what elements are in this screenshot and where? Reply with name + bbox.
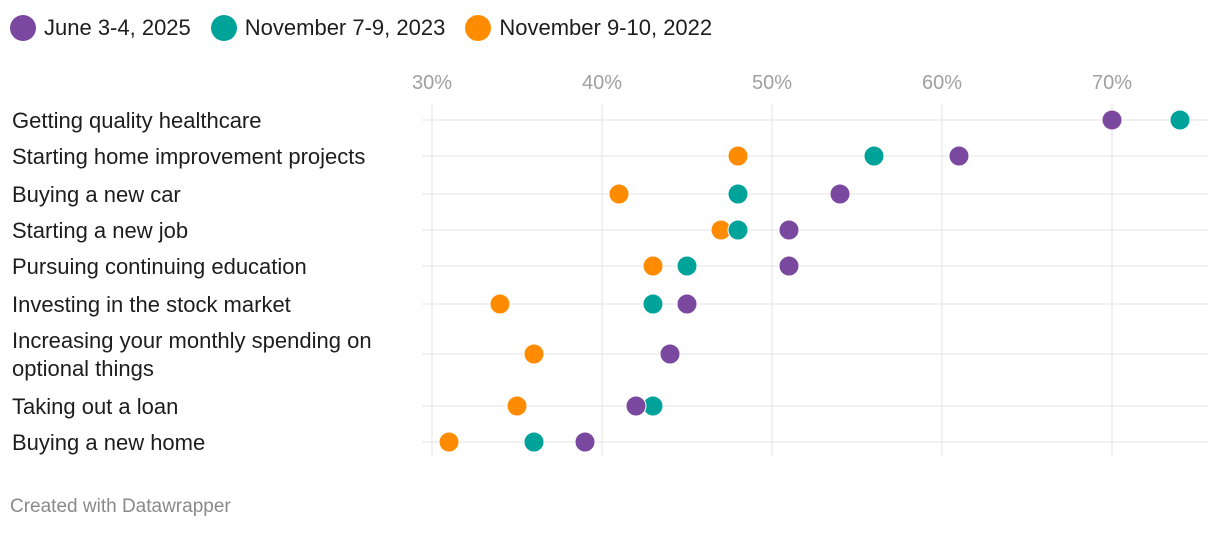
legend-item: November 7-9, 2023 (210, 15, 446, 41)
data-point (829, 183, 851, 205)
category-label: Pursuing continuing education (12, 254, 307, 279)
x-tick-label: 30% (412, 72, 452, 94)
category-label: Starting home improvement projects (12, 144, 365, 169)
data-point (642, 255, 664, 277)
data-point (727, 183, 749, 205)
legend-label: November 7-9, 2023 (244, 15, 446, 40)
category-label: Investing in the stock market (12, 292, 291, 317)
chart-legend: June 3-4, 2025 November 7-9, 2023 November… (10, 12, 732, 44)
category-label: Getting quality healthcare (12, 108, 262, 133)
x-tick-label: 60% (922, 72, 962, 94)
category-label: Taking out a loan (12, 394, 178, 419)
category-label: Buying a new home (12, 430, 205, 455)
category-label: Increasing your monthly spending on optio… (12, 328, 372, 381)
data-point (948, 145, 970, 167)
legend-swatch (10, 15, 36, 41)
data-point (438, 431, 460, 453)
legend-label: November 9-10, 2022 (499, 15, 713, 40)
data-point (523, 431, 545, 453)
data-point (608, 183, 630, 205)
data-point (727, 219, 749, 241)
legend-item: November 9-10, 2022 (465, 15, 712, 41)
data-point (642, 293, 664, 315)
data-point (659, 343, 681, 365)
legend-swatch (210, 15, 237, 41)
data-point (676, 255, 698, 277)
data-point (1101, 109, 1123, 131)
data-point (574, 431, 596, 453)
legend-item: June 3-4, 2025 (10, 15, 191, 41)
data-point (863, 145, 885, 167)
x-tick-label: 40% (582, 72, 622, 94)
footer-credit: Created with Datawrapper (10, 496, 231, 517)
data-point (676, 293, 698, 315)
data-point (778, 255, 800, 277)
data-point (727, 145, 749, 167)
category-label: Buying a new car (12, 182, 181, 207)
legend-label: June 3-4, 2025 (44, 15, 191, 40)
x-tick-label: 70% (1092, 72, 1132, 94)
data-point (506, 395, 528, 417)
data-point (489, 293, 511, 315)
data-point (778, 219, 800, 241)
x-tick-label: 50% (752, 72, 792, 94)
data-point (523, 343, 545, 365)
category-label: Starting a new job (12, 218, 188, 243)
data-point (1169, 109, 1191, 131)
legend-swatch (465, 15, 492, 41)
data-point (625, 395, 647, 417)
